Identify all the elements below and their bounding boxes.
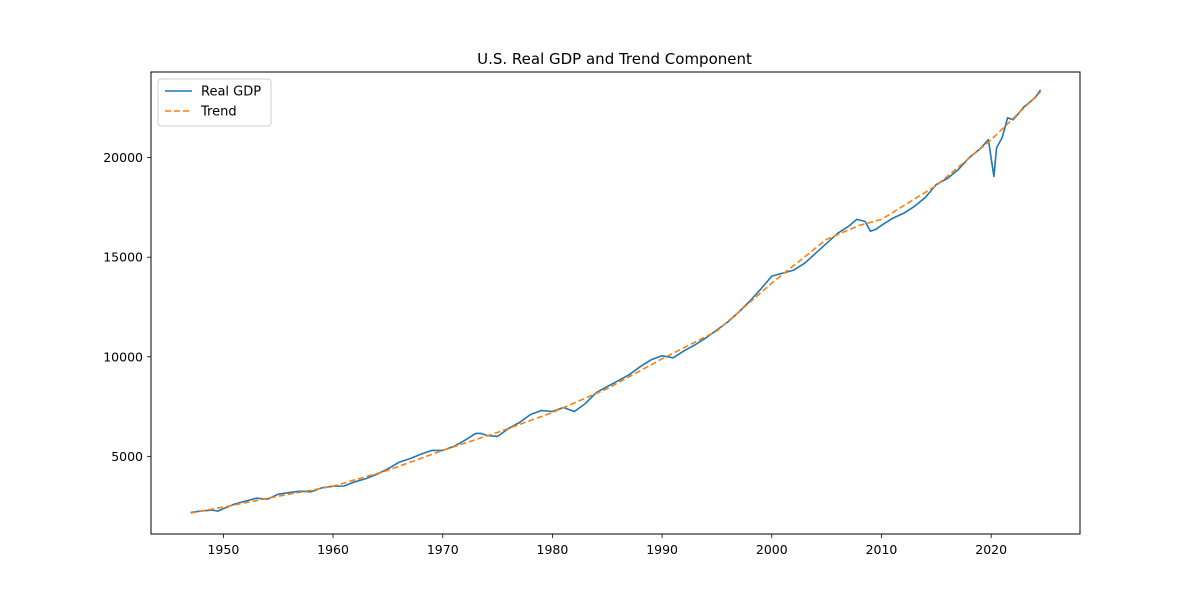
x-tick-label: 2010 <box>866 542 898 557</box>
legend: Real GDP Trend <box>157 78 272 127</box>
x-tick-label: 1980 <box>537 542 569 557</box>
y-tick-label: 10000 <box>103 349 143 364</box>
y-tick-label: 5000 <box>111 449 143 464</box>
y-tick-label: 15000 <box>103 250 143 265</box>
plot-series <box>190 89 1042 514</box>
series-line-real-gdp <box>190 89 1042 514</box>
x-tick-label: 1990 <box>646 542 678 557</box>
legend-label-real-gdp: Real GDP <box>201 85 261 100</box>
x-axis: 1950 1960 1970 1980 1990 2000 2010 2020 <box>207 534 1007 557</box>
y-tick-label: 20000 <box>103 150 143 165</box>
legend-label-trend: Trend <box>200 105 237 120</box>
y-axis: 5000 10000 15000 20000 <box>103 150 151 464</box>
plot-area-frame <box>150 71 1081 535</box>
series-line-trend <box>190 91 1042 514</box>
x-tick-label: 1960 <box>317 542 349 557</box>
chart-title: U.S. Real GDP and Trend Component <box>477 50 752 68</box>
x-tick-label: 1950 <box>207 542 239 557</box>
x-tick-label: 2020 <box>975 542 1007 557</box>
x-tick-label: 2000 <box>756 542 788 557</box>
x-tick-label: 1970 <box>427 542 459 557</box>
